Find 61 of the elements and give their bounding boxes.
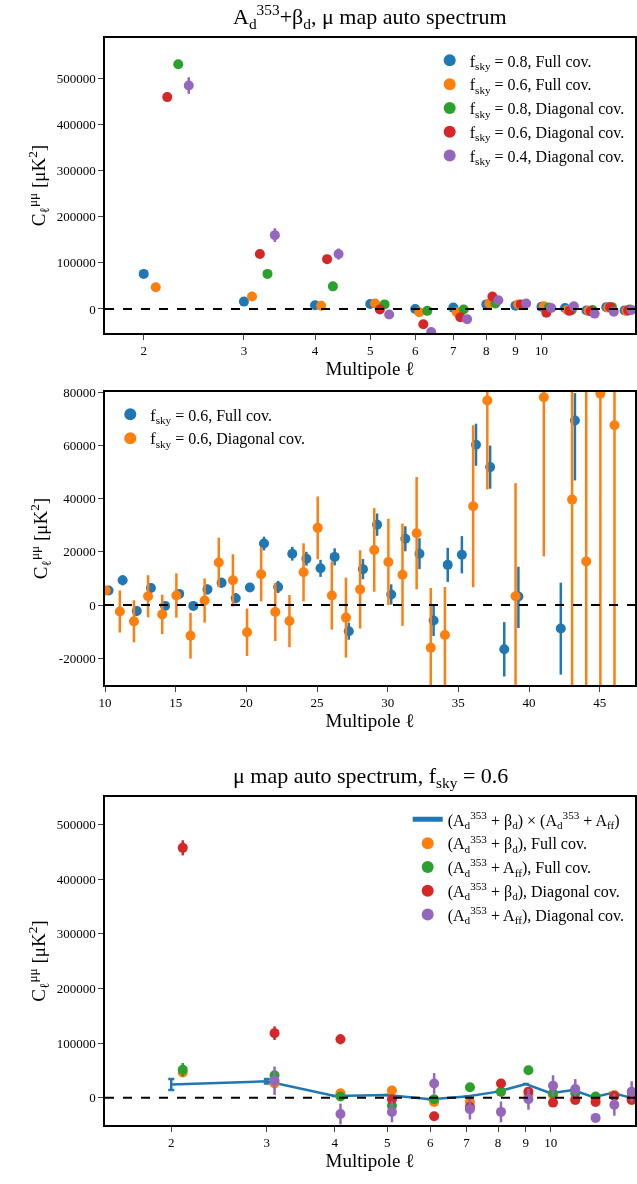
x-tick-label: 8 xyxy=(494,1135,502,1151)
x-tick-label: 4 xyxy=(331,1135,339,1151)
x-tick-label: 9 xyxy=(512,343,519,359)
text: (A$_{d}$$^{353}$ + β$_{d}$) × (A$_{d}$$^{353}$ + A$_{ff}$) xyxy=(447,808,620,831)
legend-label: f$_{sky}$ = 0.6, Diagonal cov. xyxy=(150,430,305,450)
x-tick-label: 35 xyxy=(451,695,465,711)
x-tick-label: 5 xyxy=(384,1135,391,1151)
x-tick-label: 5 xyxy=(366,343,374,359)
x-tick-label: 40 xyxy=(522,695,536,711)
legend-label: (A$_{d}$$^{353}$ + A$_{ff}$), Full cov. xyxy=(447,856,592,879)
legend-label: (A$_{d}$$^{353}$ + β$_{d}$), Full cov. xyxy=(447,832,587,855)
y-tick-label: 100000 xyxy=(56,255,96,271)
y-tick-label: 0 xyxy=(89,1090,96,1106)
x-tick-label: 3 xyxy=(240,343,248,359)
y-tick-label: 40000 xyxy=(63,491,96,507)
y-tick-label: 80000 xyxy=(63,384,96,400)
x-tick-label: 6 xyxy=(411,343,419,359)
legend-label: f$_{sky}$ = 0.6, Full cov. xyxy=(469,76,592,96)
x-tick-label: 10 xyxy=(534,343,548,359)
x-tick-label: 15 xyxy=(169,695,183,711)
y-tick-label: 400000 xyxy=(56,871,96,887)
x-tick-label: 25 xyxy=(310,695,324,711)
x-tick-label: 2 xyxy=(168,1135,175,1151)
x-tick-label: 4 xyxy=(311,343,319,359)
legend-label: f$_{sky}$ = 0.8, Diagonal cov. xyxy=(469,100,625,120)
x-tick-label: 6 xyxy=(427,1135,434,1151)
y-tick-label: 500000 xyxy=(56,816,96,832)
legend-label: (A$_{d}$$^{353}$ + β$_{d}$), Diagonal cov. xyxy=(447,880,620,903)
y-tick-label: 0 xyxy=(89,597,96,613)
x-tick-label: 7 xyxy=(450,343,458,359)
x-tick-label: 3 xyxy=(263,1135,271,1151)
y-tick-label: 500000 xyxy=(56,70,96,86)
x-tick-label: 20 xyxy=(239,695,253,711)
y-tick-label: 300000 xyxy=(56,163,96,179)
chart-title: μ map auto spectrum, f$_{sky}$ = 0.6 xyxy=(233,763,509,791)
x-tick-label: 10 xyxy=(544,1135,558,1151)
y-tick-label: 0 xyxy=(89,301,96,317)
x-tick-label: 2 xyxy=(140,343,147,359)
legend-label: (A$_{d}$$^{353}$ + A$_{ff}$), Diagonal cov. xyxy=(447,904,624,927)
x-tick-label: 9 xyxy=(522,1135,530,1151)
x-axis-title: Multipole ℓ xyxy=(325,710,415,732)
legend-label: f$_{sky}$ = 0.6, Diagonal cov. xyxy=(469,123,625,144)
y-tick-label: 300000 xyxy=(56,926,96,942)
y-tick-label: -20000 xyxy=(58,650,96,666)
y-tick-label: 60000 xyxy=(63,437,96,453)
x-axis-title: Multipole ℓ xyxy=(325,1150,415,1172)
chart-title: A$_{d}$$^{353}$+β$_{d}$, μ map auto spectrum xyxy=(233,1,507,32)
legend-label: f$_{sky}$ = 0.4, Diagonal cov. xyxy=(469,147,625,168)
y-tick-label: 20000 xyxy=(63,544,96,560)
x-tick-label: 45 xyxy=(593,695,607,711)
x-tick-label: 8 xyxy=(483,343,490,359)
x-tick-label: 7 xyxy=(463,1135,471,1151)
y-tick-label: 100000 xyxy=(56,1035,96,1051)
x-tick-label: 10 xyxy=(98,695,112,711)
legend-label: f$_{sky}$ = 0.8, Full cov. xyxy=(469,52,592,72)
y-tick-label: 200000 xyxy=(56,209,96,225)
y-tick-label: 200000 xyxy=(56,980,96,996)
legend-label: f$_{sky}$ = 0.6, Full cov. xyxy=(150,406,273,426)
x-tick-label: 30 xyxy=(381,695,395,711)
x-axis-title: Multipole ℓ xyxy=(325,358,415,380)
y-tick-label: 400000 xyxy=(56,116,96,132)
